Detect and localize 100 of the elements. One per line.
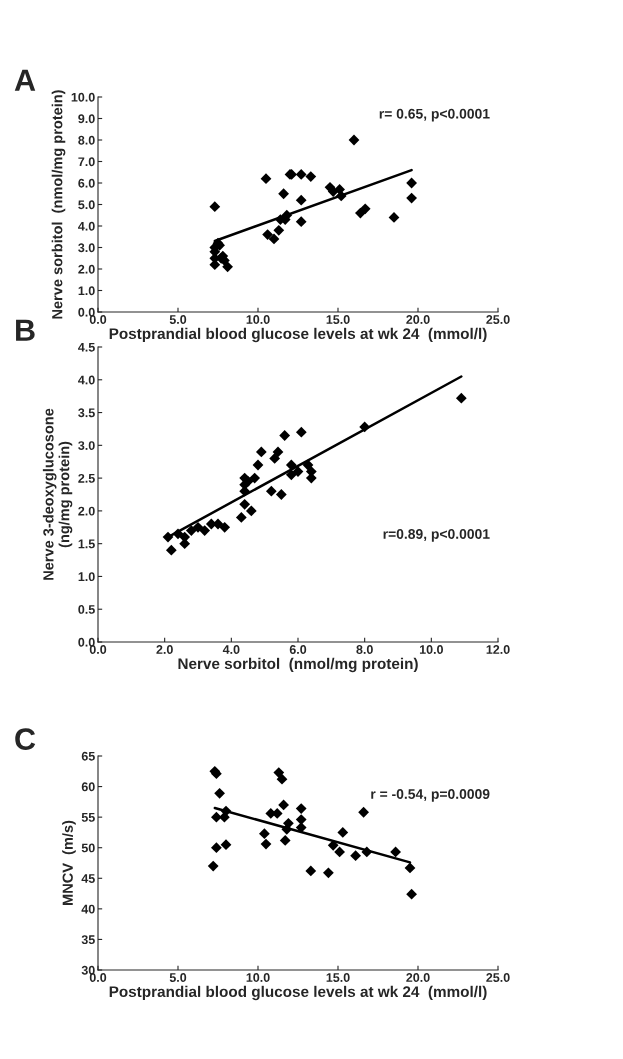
y-tick-label: 10.0 <box>71 92 95 102</box>
point <box>278 799 289 811</box>
point <box>211 811 222 823</box>
x-tick-label: 2.0 <box>156 645 173 654</box>
point <box>305 865 317 877</box>
point <box>337 827 349 838</box>
point <box>295 216 307 228</box>
y-tick-label: 2.5 <box>78 473 95 483</box>
point <box>192 521 204 533</box>
point <box>279 835 291 846</box>
point <box>260 838 272 850</box>
x-tick-label: 20.0 <box>406 973 430 982</box>
point <box>260 173 272 185</box>
point <box>242 476 254 487</box>
point <box>295 169 307 180</box>
point <box>207 860 219 872</box>
point <box>220 839 232 851</box>
point <box>252 459 264 471</box>
point <box>295 426 307 438</box>
point <box>273 224 285 236</box>
y-tick-label: 4.0 <box>78 221 95 231</box>
y-tick-label: 4.5 <box>78 342 95 352</box>
y-tick-label: 0.5 <box>78 605 95 614</box>
point <box>245 505 257 517</box>
x-tick-label: 20.0 <box>406 315 430 324</box>
point <box>348 134 360 146</box>
chart-title: C <box>15 728 36 750</box>
annotation: r=0.89, p<0.0001 <box>383 529 490 542</box>
y-axis-title: Nerve 3-deoxyglucosone (ng/mg protein) <box>42 408 73 580</box>
y-tick-label: 5.0 <box>78 200 95 210</box>
y-tick-label: 4.0 <box>78 375 95 385</box>
point <box>278 188 289 200</box>
point <box>262 229 273 240</box>
point <box>255 446 267 458</box>
y-tick-label: 40 <box>81 904 95 914</box>
x-tick-label: 25.0 <box>486 973 510 982</box>
annotation: r= 0.65, p<0.0001 <box>379 108 490 122</box>
y-tick-label: 9.0 <box>78 114 95 124</box>
point <box>209 201 221 213</box>
y-tick-label: 2.0 <box>78 506 95 516</box>
y-tick-label: 1.0 <box>78 572 95 582</box>
point <box>219 521 231 533</box>
point <box>295 822 307 833</box>
point <box>249 472 261 484</box>
y-tick-label: 7.0 <box>78 157 95 167</box>
x-tick-label: 15.0 <box>326 315 350 324</box>
y-tick-label: 60 <box>81 782 95 792</box>
x-tick-label: 0.0 <box>89 315 107 324</box>
x-tick-label: 8.0 <box>356 645 373 654</box>
point <box>295 194 307 206</box>
point <box>406 192 417 204</box>
y-axis-title: MNCV (m/s) <box>62 820 76 905</box>
point <box>406 888 417 900</box>
point <box>359 203 371 215</box>
point <box>185 525 197 536</box>
point <box>199 525 211 536</box>
y-tick-label: 65 <box>81 751 95 761</box>
x-tick-label: 0.0 <box>89 973 107 982</box>
x-tick-label: 0.0 <box>89 645 107 654</box>
point <box>404 862 416 874</box>
y-tick-label: 0.0 <box>78 307 95 317</box>
point <box>358 806 369 818</box>
point <box>239 498 251 510</box>
y-tick-label: 55 <box>81 813 95 822</box>
point <box>265 485 277 497</box>
y-tick-label: 6.0 <box>78 178 95 188</box>
point <box>165 544 177 556</box>
x-tick-label: 5.0 <box>169 973 187 982</box>
x-tick-label: 10.0 <box>419 645 443 654</box>
point <box>269 453 281 464</box>
y-tick-label: 30 <box>81 965 95 975</box>
x-axis-title: Nerve sorbitol (nmol/mg protein) <box>178 657 418 673</box>
point <box>235 512 247 523</box>
point <box>259 828 270 840</box>
point <box>305 171 317 182</box>
point <box>295 803 307 814</box>
point <box>273 767 285 778</box>
chart-title: B <box>16 319 35 341</box>
point <box>268 233 280 245</box>
point <box>272 446 284 458</box>
y-tick-label: 3.0 <box>78 243 95 253</box>
y-tick-label: 45 <box>81 874 95 883</box>
x-tick-label: 6.0 <box>289 645 307 654</box>
x-tick-label: 12.0 <box>486 645 510 654</box>
x-axis-title: Postprandial blood glucose levels at wk 24 (mmol/l) <box>109 327 487 343</box>
point <box>222 261 233 273</box>
y-tick-label: 50 <box>81 843 95 853</box>
x-tick-label: 5.0 <box>169 315 187 324</box>
point <box>455 392 467 404</box>
x-tick-label: 10.0 <box>246 973 270 982</box>
y-tick-label: 3.0 <box>78 441 95 450</box>
point <box>350 850 361 862</box>
x-axis-title: Postprandial blood glucose levels at wk 24 (mmol/l) <box>109 985 487 1001</box>
annotation: r = -0.54, p=0.0009 <box>371 789 490 802</box>
y-tick-label: 1.5 <box>78 539 95 549</box>
chart-title: A <box>14 69 36 91</box>
y-tick-label: 0.0 <box>78 637 95 647</box>
x-tick-label: 10.0 <box>246 315 270 324</box>
x-tick-label: 4.0 <box>222 645 240 654</box>
x-tick-label: 25.0 <box>486 315 510 324</box>
